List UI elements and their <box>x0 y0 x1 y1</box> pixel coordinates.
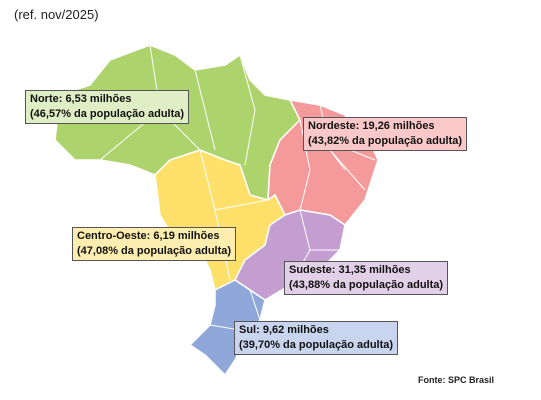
source: Fonte: SPC Brasil <box>418 375 495 385</box>
reference-date: (ref. nov/2025) <box>14 7 99 22</box>
label-nordeste: Nordeste: 19,26 milhões (43,82% da popul… <box>303 117 468 151</box>
label-centro-oeste: Centro-Oeste: 6,19 milhões (47,08% da po… <box>72 227 237 261</box>
region-value: Sul: 9,62 milhões <box>239 324 329 336</box>
region-share: (39,70% da população adulta) <box>239 339 394 351</box>
region-value: Sudeste: 31,35 milhões <box>289 264 411 276</box>
region-share: (46,57% da população adulta) <box>30 108 185 120</box>
region-share: (43,88% da população adulta) <box>289 279 444 291</box>
label-norte: Norte: 6,53 milhões (46,57% da população… <box>25 90 190 124</box>
label-sul: Sul: 9,62 milhões (39,70% da população a… <box>234 321 399 355</box>
region-share: (43,82% da população adulta) <box>308 135 463 147</box>
region-value: Nordeste: 19,26 milhões <box>308 120 435 132</box>
region-value: Centro-Oeste: 6,19 milhões <box>77 230 220 242</box>
region-value: Norte: 6,53 milhões <box>30 93 132 105</box>
label-sudeste: Sudeste: 31,35 milhões (43,88% da popula… <box>284 261 449 295</box>
region-share: (47,08% da população adulta) <box>77 245 232 257</box>
region-sudeste <box>234 209 346 301</box>
